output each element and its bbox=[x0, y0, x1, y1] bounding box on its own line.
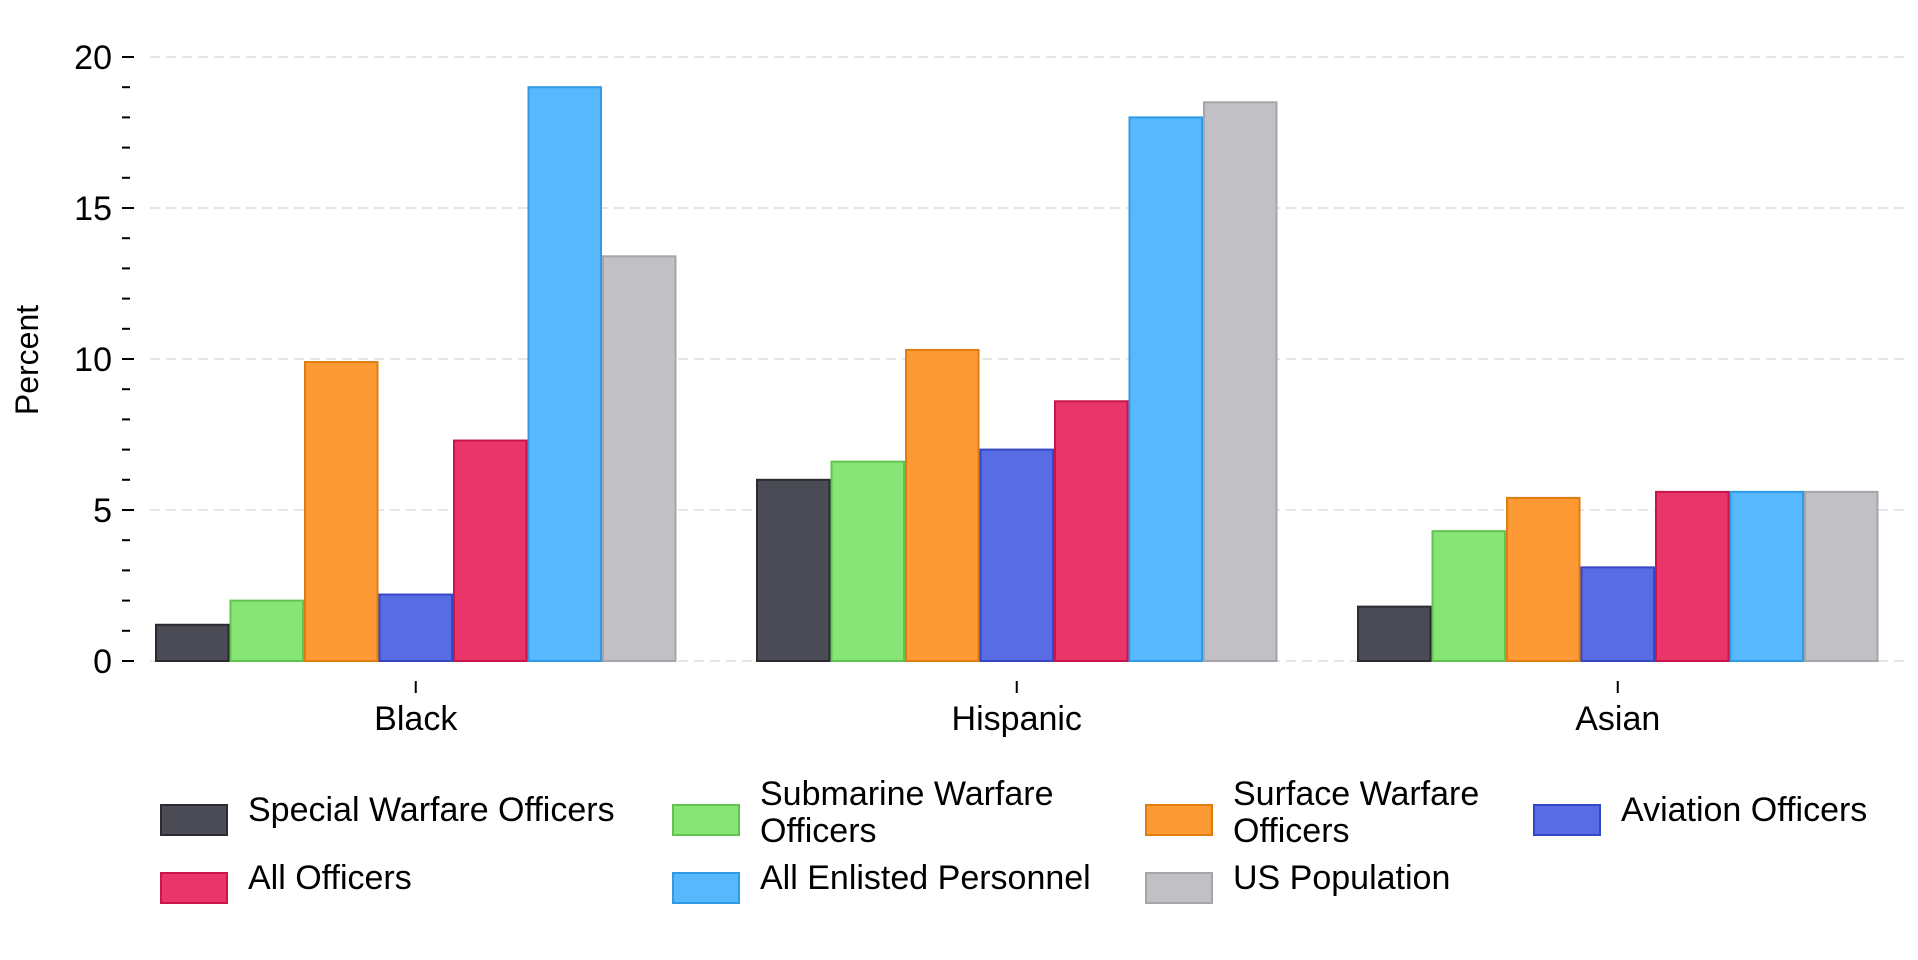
legend-swatch bbox=[672, 804, 740, 836]
legend-item: Surface Warfare Officers bbox=[1145, 776, 1523, 850]
bar bbox=[453, 439, 528, 663]
legend-swatch bbox=[1533, 804, 1601, 836]
x-tick-label: Hispanic bbox=[952, 700, 1082, 738]
y-axis: 0 5 10 15 20 bbox=[74, 39, 134, 681]
bar bbox=[155, 623, 230, 663]
bar bbox=[1804, 490, 1879, 662]
y-tick-label: 10 bbox=[74, 341, 112, 379]
bar bbox=[1729, 490, 1804, 662]
bar bbox=[1580, 566, 1655, 663]
legend-label: Surface Warfare Officers bbox=[1233, 775, 1480, 850]
legend-swatch bbox=[1145, 872, 1213, 904]
bar bbox=[1054, 400, 1129, 662]
bar bbox=[905, 348, 980, 662]
legend-label: Special Warfare Officers bbox=[248, 791, 615, 829]
legend-label: US Population bbox=[1233, 859, 1451, 897]
x-axis: Black Hispanic Asian bbox=[374, 681, 1660, 738]
bars bbox=[155, 86, 1879, 663]
y-tick-label: 0 bbox=[93, 643, 112, 681]
legend-label: All Officers bbox=[248, 859, 412, 897]
bar bbox=[1203, 101, 1278, 663]
bar bbox=[1655, 490, 1730, 662]
y-tick-label: 15 bbox=[74, 190, 112, 228]
bar-chart: Percent 0 5 10 15 20 Black Hispanic Asian bbox=[9, 39, 1905, 738]
x-tick-label: Asian bbox=[1575, 700, 1660, 738]
bar bbox=[1128, 116, 1203, 662]
bar bbox=[304, 361, 379, 662]
legend-item: All Officers bbox=[160, 860, 412, 904]
bar bbox=[602, 255, 677, 662]
y-tick-label: 20 bbox=[74, 39, 112, 77]
legend-item: All Enlisted Personnel bbox=[672, 860, 1091, 904]
bar bbox=[1431, 530, 1506, 663]
legend-item: Special Warfare Officers bbox=[160, 792, 615, 836]
bar bbox=[979, 448, 1054, 662]
legend-item: Submarine Warfare Officers bbox=[672, 776, 1080, 850]
legend-item: US Population bbox=[1145, 860, 1450, 904]
legend-swatch bbox=[160, 872, 228, 904]
bar bbox=[1357, 605, 1432, 663]
legend-label: Submarine Warfare Officers bbox=[760, 775, 1054, 850]
y-axis-title: Percent bbox=[9, 305, 45, 415]
bar bbox=[527, 86, 602, 662]
bar bbox=[229, 599, 304, 662]
legend-swatch bbox=[1145, 804, 1213, 836]
legend-swatch bbox=[160, 804, 228, 836]
x-tick-label: Black bbox=[374, 700, 458, 738]
bar bbox=[830, 460, 905, 662]
legend-label: Aviation Officers bbox=[1621, 791, 1868, 829]
legend-swatch bbox=[672, 872, 740, 904]
legend-item: Aviation Officers bbox=[1533, 792, 1867, 836]
bar bbox=[756, 478, 831, 662]
legend-label: All Enlisted Personnel bbox=[760, 859, 1091, 897]
bar bbox=[378, 593, 453, 662]
y-tick-label: 5 bbox=[93, 492, 112, 530]
bar bbox=[1506, 496, 1581, 663]
